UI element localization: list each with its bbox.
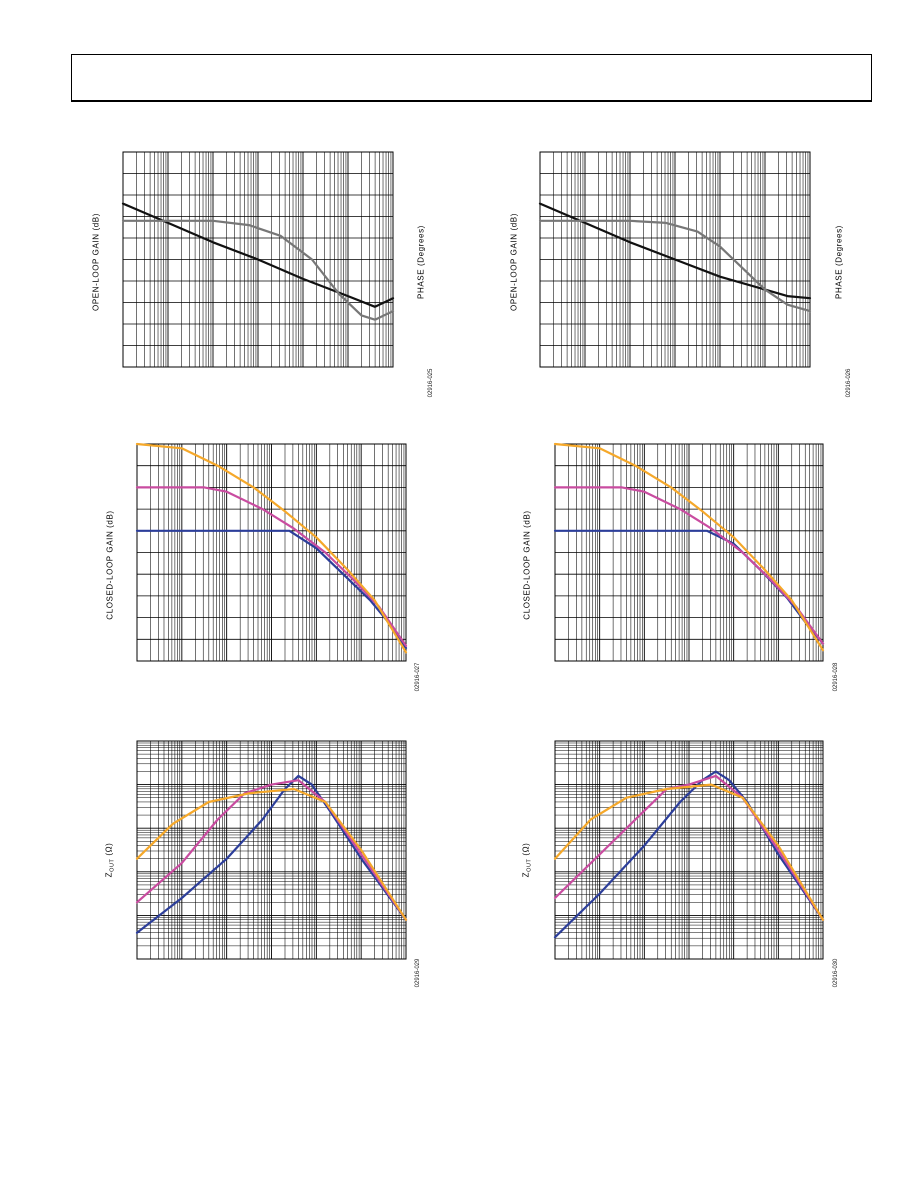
ylabel-closed-loop-gain-right: CLOSED-LOOP GAIN (dB) — [522, 510, 532, 620]
series-line — [553, 774, 825, 921]
ylabel-phase-left: PHASE (Degrees) — [416, 225, 426, 299]
ylabel-z: Z — [521, 871, 531, 878]
figure-code: 02916-029 — [415, 958, 421, 988]
open-loop-gain-chart-right — [538, 151, 812, 368]
series-line — [121, 202, 395, 308]
output-impedance-chart-left — [135, 740, 408, 960]
series-line — [553, 486, 825, 645]
grid — [554, 443, 823, 662]
output-impedance-chart-right — [553, 740, 825, 960]
figure-code: 02916-026 — [846, 368, 852, 398]
ylabel-phase-right: PHASE (Degrees) — [834, 225, 844, 299]
plot-frame — [554, 443, 824, 662]
ylabel-zout-left: ZOUT (Ω) — [105, 843, 116, 878]
ylabel-z: Z — [104, 871, 114, 878]
open-loop-gain-chart-left — [121, 151, 395, 368]
figure-code: 02916-028 — [833, 662, 839, 692]
series-line — [135, 787, 408, 921]
ylabel-open-loop-gain-left: OPEN-LOOP GAIN (dB) — [91, 213, 101, 311]
ylabel-z-unit: (Ω) — [104, 842, 114, 859]
page-header-box — [71, 54, 872, 102]
grid — [122, 151, 393, 368]
ylabel-open-loop-gain-right: OPEN-LOOP GAIN (dB) — [509, 213, 519, 311]
grid — [136, 443, 406, 662]
ylabel-z-subscript: OUT — [526, 858, 533, 872]
ylabel-zout-right: ZOUT (Ω) — [522, 843, 533, 878]
series-line — [135, 779, 408, 921]
figure-code: 02916-030 — [833, 958, 839, 988]
series-line — [538, 219, 812, 313]
ylabel-closed-loop-gain-left: CLOSED-LOOP GAIN (dB) — [105, 510, 115, 620]
series-line — [135, 486, 408, 647]
figure-code: 02916-027 — [415, 662, 421, 692]
series-line — [538, 202, 812, 300]
grid — [554, 741, 823, 960]
closed-loop-gain-chart-right — [553, 442, 825, 662]
series-line — [553, 442, 825, 652]
plot-frame — [554, 740, 824, 960]
closed-loop-gain-chart-left — [135, 442, 408, 662]
series-line — [135, 442, 408, 654]
ylabel-z-subscript: OUT — [109, 858, 116, 872]
plot-frame — [122, 151, 394, 368]
series-line — [121, 219, 395, 321]
series-line — [135, 774, 408, 934]
plot-frame — [136, 740, 407, 960]
plot-frame — [539, 151, 811, 368]
ylabel-z-unit: (Ω) — [521, 842, 531, 859]
grid — [136, 741, 406, 960]
figure-code: 02916-025 — [428, 368, 434, 398]
series-line — [553, 783, 825, 921]
plot-frame — [136, 443, 407, 662]
